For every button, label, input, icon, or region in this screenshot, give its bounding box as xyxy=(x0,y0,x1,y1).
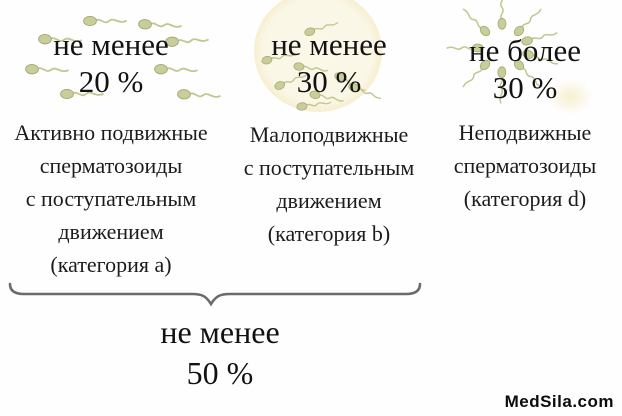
category-a-column: не менее 20 % Активно подвижные спермато… xyxy=(2,26,220,281)
category-d-column: не более 30 % Неподвижные сперматозоиды … xyxy=(430,32,620,215)
category-d-description: Неподвижные сперматозоиды (категория d) xyxy=(453,120,597,211)
category-a-description: Активно подвижные сперматозоиды с поступ… xyxy=(14,120,208,277)
category-a-limit: не менее 20 % xyxy=(53,27,169,99)
category-b-description: Малоподвижные с поступательным движением… xyxy=(243,122,415,246)
category-d-limit: не более 30 % xyxy=(469,33,581,105)
watermark: MedSila.com xyxy=(504,392,614,411)
total-limit: не менее 50 % xyxy=(160,314,280,391)
